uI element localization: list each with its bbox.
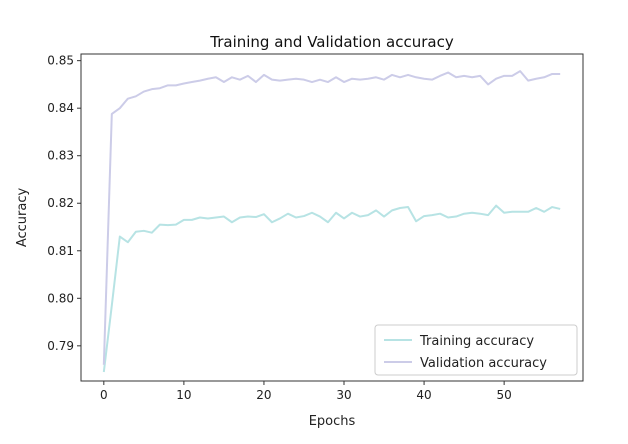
- y-tick-label: 0.81: [47, 244, 74, 258]
- x-tick-label: 40: [416, 388, 431, 402]
- legend-label-1: Training accuracy: [419, 334, 534, 349]
- chart-title: Training and Validation accuracy: [209, 33, 454, 51]
- series-line-1: [102, 204, 561, 373]
- y-axis: 0.79 0.80 0.81 0.82 0.83 0.84 0.85: [47, 54, 81, 353]
- x-tick-label: 0: [100, 388, 108, 402]
- y-tick-label: 0.84: [47, 101, 74, 115]
- x-axis: 0 10 20 30 40 50: [100, 381, 512, 402]
- x-tick-label: 50: [496, 388, 511, 402]
- y-tick-label: 0.83: [47, 149, 74, 163]
- legend-label-2: Validation accuracy: [420, 356, 547, 371]
- legend-box: [374, 324, 578, 376]
- y-tick-label: 0.85: [47, 54, 74, 68]
- y-tick-label: 0.80: [47, 291, 74, 305]
- x-tick-label: 20: [256, 388, 271, 402]
- plot-area: [102, 70, 561, 373]
- y-tick-label: 0.79: [47, 339, 74, 353]
- legend: Training accuracy Validation accuracy: [374, 324, 578, 376]
- series-line-2: [102, 70, 561, 365]
- x-tick-label: 10: [176, 388, 191, 402]
- x-axis-label: Epochs: [309, 414, 356, 429]
- y-axis-label: Accuracy: [15, 188, 30, 248]
- x-tick-label: 30: [336, 388, 351, 402]
- plot-frame: [80, 53, 584, 382]
- y-tick-label: 0.82: [47, 196, 74, 210]
